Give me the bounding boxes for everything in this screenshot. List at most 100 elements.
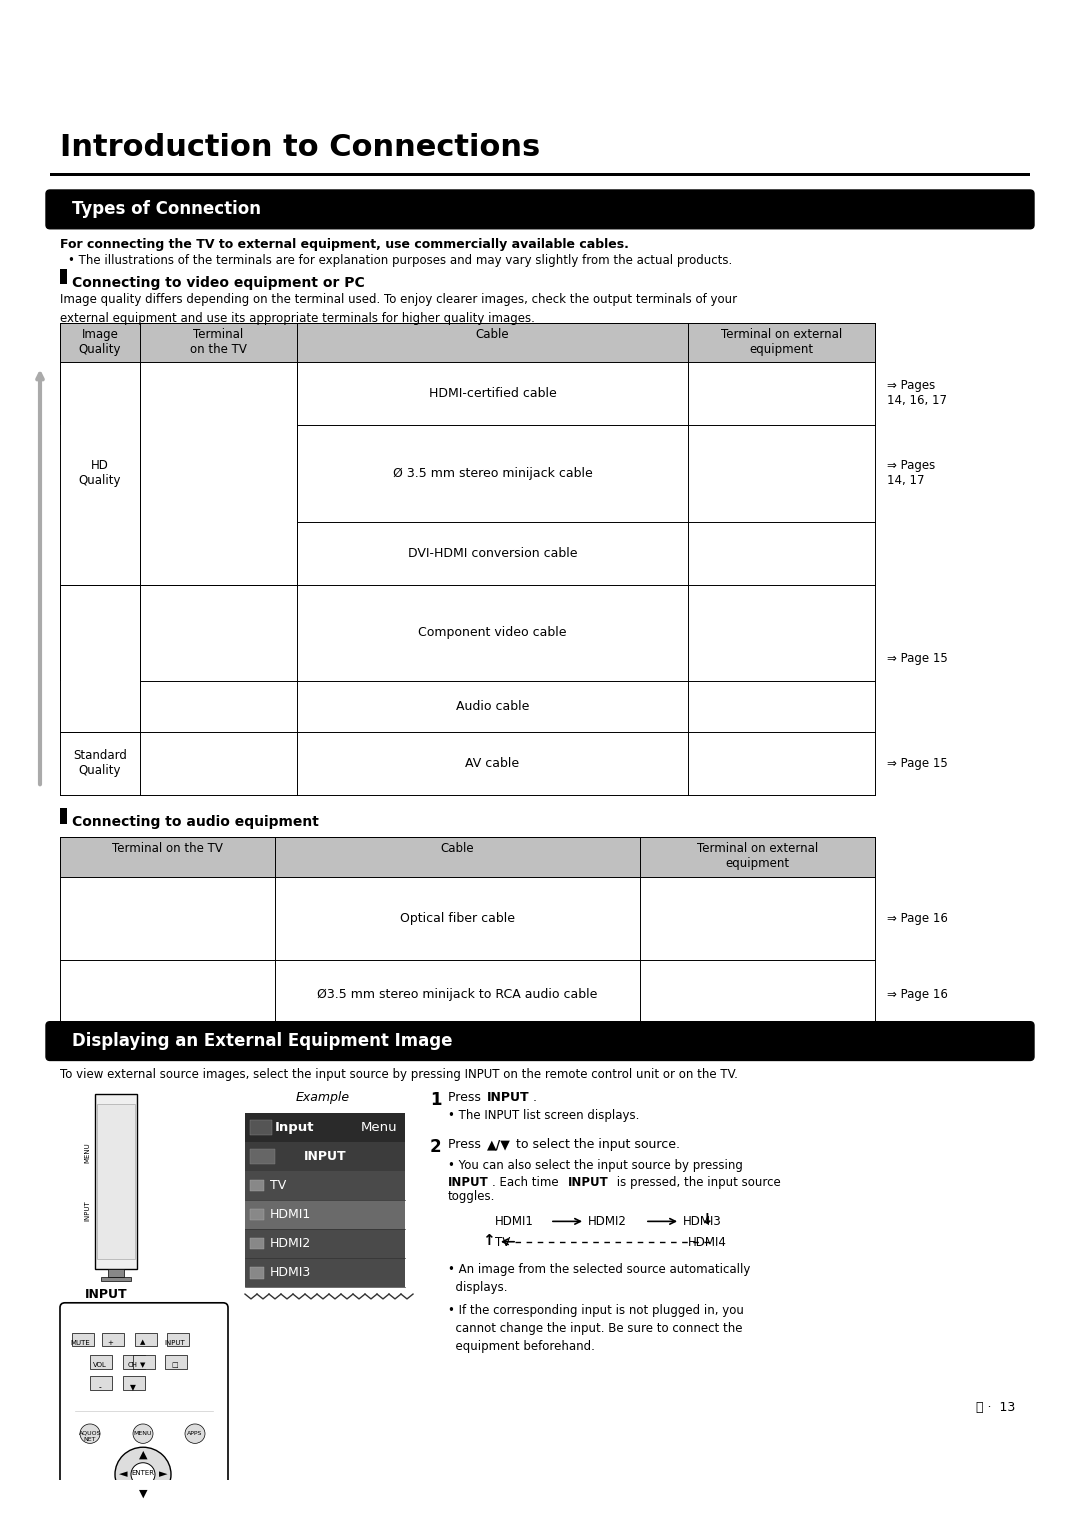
Bar bbox=[102, 1333, 124, 1347]
FancyBboxPatch shape bbox=[46, 1022, 1034, 1060]
Text: DVI-HDMI conversion cable: DVI-HDMI conversion cable bbox=[408, 547, 577, 559]
Circle shape bbox=[114, 1448, 171, 1501]
Text: CH: CH bbox=[129, 1362, 138, 1368]
Text: Terminal
on the TV: Terminal on the TV bbox=[190, 328, 247, 356]
Text: Optical fiber cable: Optical fiber cable bbox=[400, 912, 515, 925]
Text: Ø 3.5 mm stereo minijack cable: Ø 3.5 mm stereo minijack cable bbox=[393, 467, 592, 479]
Circle shape bbox=[185, 1425, 205, 1443]
Text: • The INPUT list screen displays.: • The INPUT list screen displays. bbox=[448, 1109, 639, 1122]
Text: ▼: ▼ bbox=[140, 1362, 146, 1368]
Circle shape bbox=[133, 1425, 153, 1443]
Text: Displaying an External Equipment Image: Displaying an External Equipment Image bbox=[72, 1032, 453, 1051]
Text: Cable: Cable bbox=[475, 328, 510, 341]
Text: Image quality differs depending on the terminal used. To enjoy clearer images, c: Image quality differs depending on the t… bbox=[60, 293, 738, 325]
Text: Cable: Cable bbox=[441, 843, 474, 855]
Text: □: □ bbox=[172, 1362, 178, 1368]
Bar bbox=[108, 1269, 124, 1277]
Bar bbox=[95, 1095, 137, 1269]
Text: INPUT: INPUT bbox=[84, 1200, 90, 1222]
Text: INPUT: INPUT bbox=[568, 1176, 609, 1190]
Text: MUTE: MUTE bbox=[70, 1339, 90, 1345]
Text: Press: Press bbox=[448, 1138, 485, 1151]
Text: Press: Press bbox=[448, 1092, 485, 1104]
Bar bbox=[60, 808, 67, 825]
Text: ↓: ↓ bbox=[700, 1212, 713, 1226]
FancyBboxPatch shape bbox=[46, 189, 1034, 229]
Text: Connecting to audio equipment: Connecting to audio equipment bbox=[72, 815, 319, 829]
Text: ▲: ▲ bbox=[138, 1451, 147, 1460]
Bar bbox=[133, 1354, 156, 1368]
Text: ⇒ Pages
14, 17: ⇒ Pages 14, 17 bbox=[887, 460, 935, 487]
Text: toggles.: toggles. bbox=[448, 1191, 496, 1203]
Text: • The illustrations of the terminals are for explanation purposes and may vary s: • The illustrations of the terminals are… bbox=[68, 253, 732, 267]
Bar bbox=[60, 681, 140, 731]
Text: • You can also select the input source by pressing: • You can also select the input source b… bbox=[448, 1159, 743, 1173]
Text: ⇒ Page 16: ⇒ Page 16 bbox=[887, 988, 948, 1002]
Text: Example: Example bbox=[296, 1092, 350, 1104]
Circle shape bbox=[91, 1510, 109, 1527]
Bar bbox=[135, 1333, 157, 1347]
Text: • If the corresponding input is not plugged in, you
  cannot change the input. B: • If the corresponding input is not plug… bbox=[448, 1304, 744, 1353]
Bar bbox=[123, 1376, 145, 1390]
Text: ▲: ▲ bbox=[140, 1339, 146, 1345]
Bar bbox=[245, 1113, 405, 1142]
Bar bbox=[90, 1376, 112, 1390]
Text: Introduction to Connections: Introduction to Connections bbox=[60, 133, 540, 162]
Bar bbox=[245, 1200, 405, 1229]
Bar bbox=[165, 1354, 187, 1368]
Bar bbox=[97, 1104, 135, 1260]
Bar bbox=[140, 425, 297, 522]
Bar bbox=[249, 1209, 264, 1220]
Text: Terminal on external
equipment: Terminal on external equipment bbox=[697, 843, 819, 870]
Text: To view external source images, select the input source by pressing INPUT on the: To view external source images, select t… bbox=[60, 1069, 738, 1081]
Text: ↑: ↑ bbox=[482, 1232, 495, 1248]
Text: ⇒ Page 15: ⇒ Page 15 bbox=[887, 652, 948, 664]
Bar bbox=[60, 425, 140, 522]
Text: HD
Quality: HD Quality bbox=[79, 460, 121, 487]
Text: • An image from the selected source automatically
  displays.: • An image from the selected source auto… bbox=[448, 1263, 751, 1293]
Bar bbox=[90, 1354, 112, 1368]
Text: HDMI3: HDMI3 bbox=[270, 1266, 311, 1280]
Text: ⇒ Pages
14, 16, 17: ⇒ Pages 14, 16, 17 bbox=[887, 379, 947, 408]
Text: HDMI4: HDMI4 bbox=[688, 1235, 727, 1249]
Bar bbox=[249, 1238, 264, 1249]
Text: .: . bbox=[534, 1092, 537, 1104]
Text: TV: TV bbox=[495, 1235, 510, 1249]
Text: INPUT: INPUT bbox=[164, 1339, 186, 1345]
Bar bbox=[245, 1258, 405, 1287]
Text: HDMI1: HDMI1 bbox=[270, 1208, 311, 1222]
Text: AV cable: AV cable bbox=[465, 757, 519, 770]
Text: INPUT: INPUT bbox=[448, 1176, 489, 1190]
Text: HDMI2: HDMI2 bbox=[270, 1237, 311, 1251]
Bar bbox=[140, 522, 297, 585]
Text: to select the input source.: to select the input source. bbox=[512, 1138, 680, 1151]
Text: Connecting to video equipment or PC: Connecting to video equipment or PC bbox=[72, 276, 365, 290]
Bar bbox=[249, 1267, 264, 1278]
Bar bbox=[245, 1142, 405, 1171]
Text: Terminal on external
equipment: Terminal on external equipment bbox=[720, 328, 842, 356]
Bar bbox=[167, 1333, 189, 1347]
Text: HDMI-certified cable: HDMI-certified cable bbox=[429, 386, 556, 400]
Text: HDMI2: HDMI2 bbox=[588, 1214, 626, 1228]
Bar bbox=[60, 837, 875, 876]
Text: ⓔ ·  13: ⓔ · 13 bbox=[975, 1402, 1015, 1414]
Bar bbox=[249, 1148, 275, 1164]
Text: TV: TV bbox=[270, 1179, 286, 1193]
Bar bbox=[249, 1180, 264, 1191]
Text: HDMI3: HDMI3 bbox=[683, 1214, 721, 1228]
Text: MENU: MENU bbox=[134, 1431, 152, 1435]
Text: APPS: APPS bbox=[187, 1431, 203, 1435]
Text: 2: 2 bbox=[430, 1138, 442, 1156]
Text: ⇒ Page 15: ⇒ Page 15 bbox=[887, 757, 948, 770]
Text: ▼: ▼ bbox=[138, 1489, 147, 1500]
Text: Menu: Menu bbox=[361, 1121, 397, 1135]
Text: ◄: ◄ bbox=[119, 1469, 127, 1480]
Bar bbox=[60, 322, 875, 362]
Text: VOL: VOL bbox=[93, 1362, 107, 1368]
Text: +: + bbox=[107, 1339, 113, 1345]
Text: ⇒ Page 16: ⇒ Page 16 bbox=[887, 912, 948, 925]
Text: AQUOS
NET: AQUOS NET bbox=[79, 1431, 102, 1441]
Circle shape bbox=[131, 1463, 156, 1486]
FancyBboxPatch shape bbox=[60, 1303, 228, 1527]
Text: Component video cable: Component video cable bbox=[418, 626, 567, 640]
